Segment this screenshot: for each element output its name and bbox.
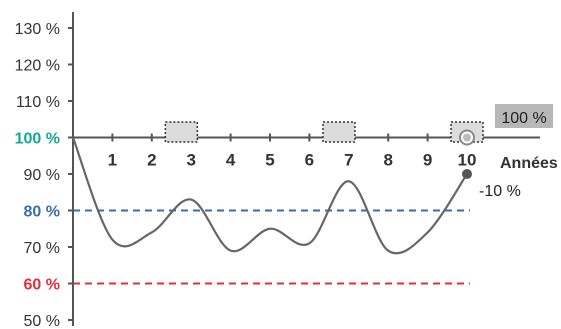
- x-axis-labels: 1 2 3 4 5 6 7 8 9 10: [108, 151, 477, 170]
- x-tick-label: 2: [147, 151, 156, 170]
- x-tick-label: 5: [265, 151, 274, 170]
- x-tick-label: 6: [305, 151, 314, 170]
- series-line: [71, 137, 468, 255]
- x-tick-label: 4: [226, 151, 236, 170]
- badge-background: [495, 104, 553, 128]
- end-value-label: -10 %: [479, 183, 521, 200]
- period-markers: [164, 121, 484, 143]
- y-tick-label: 50 %: [24, 313, 60, 329]
- end-point: [462, 169, 472, 179]
- y-tick-label: 110 %: [16, 94, 60, 111]
- target-ring-inner: [463, 133, 471, 142]
- x-axis-label: Années: [500, 155, 558, 172]
- badge-label: 100 %: [501, 110, 546, 127]
- y-tick-label: 120 %: [15, 58, 60, 75]
- x-tick-label: 7: [344, 151, 353, 170]
- y-tick-label: 130 %: [15, 21, 60, 38]
- series-group: [71, 129, 475, 255]
- x-tick-label: 3: [186, 151, 195, 170]
- x-tick-label: 9: [423, 151, 432, 170]
- period-marker: [322, 121, 356, 143]
- x-tick-label: 8: [383, 151, 392, 170]
- y-tick-label: 70 %: [24, 240, 60, 257]
- x-tick-label: 10: [458, 151, 477, 170]
- y-tick-label: 80 %: [24, 204, 60, 221]
- y-axis-labels: 50 % 60 % 70 % 80 % 90 % 100 % 110 % 120 % 130 %: [15, 21, 60, 329]
- end-annotations: 100 % -10 %: [479, 104, 553, 200]
- y-tick-label: 90 %: [24, 167, 60, 184]
- y-tick-label: 60 %: [24, 277, 60, 294]
- x-tick-label: 1: [108, 151, 117, 170]
- period-marker: [164, 121, 199, 143]
- y-tick-label: 100 %: [15, 131, 60, 148]
